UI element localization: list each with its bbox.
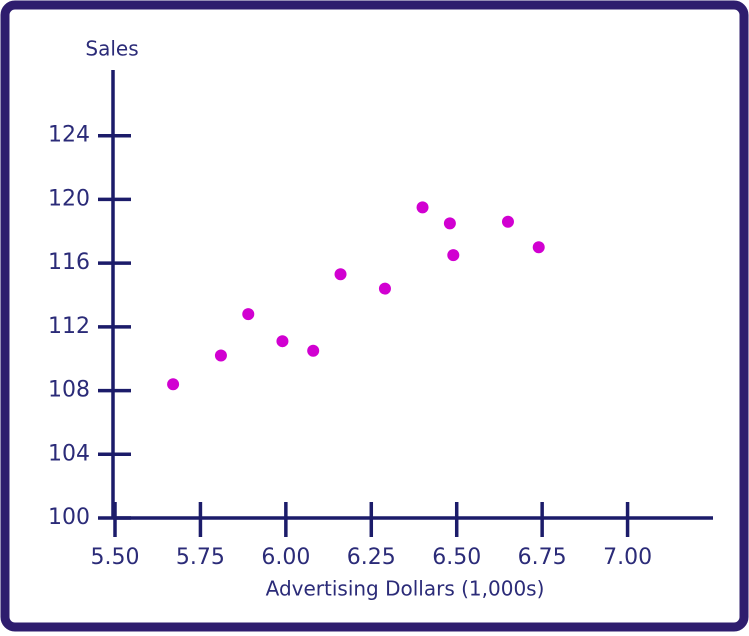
- y-tick-label: 104: [48, 441, 90, 466]
- y-tick-label: 100: [48, 505, 90, 530]
- point: [416, 201, 429, 214]
- point: [167, 378, 180, 391]
- x-tick-label: 6.25: [347, 545, 396, 570]
- point: [378, 282, 391, 295]
- y-tick-label: 112: [48, 314, 90, 339]
- point: [447, 249, 460, 262]
- y-tick-label: 108: [48, 378, 90, 403]
- x-tick-label: 6.00: [261, 545, 310, 570]
- x-tick-label: 5.50: [91, 545, 140, 570]
- point: [242, 308, 255, 321]
- x-tick-label: 6.75: [518, 545, 567, 570]
- point: [532, 241, 545, 254]
- point: [443, 217, 456, 230]
- x-axis-label: Advertising Dollars (1,000s): [266, 577, 545, 601]
- point: [276, 335, 289, 348]
- y-tick-label: 116: [48, 250, 90, 275]
- point: [307, 344, 320, 357]
- point: [334, 268, 347, 281]
- point: [214, 349, 227, 362]
- y-tick-label: 124: [48, 123, 90, 148]
- point: [501, 215, 514, 228]
- y-axis-label: Sales: [85, 37, 138, 61]
- y-tick-label: 120: [48, 186, 90, 211]
- x-tick-label: 7.00: [603, 545, 652, 570]
- x-tick-label: 5.75: [176, 545, 225, 570]
- x-tick-label: 6.50: [432, 545, 481, 570]
